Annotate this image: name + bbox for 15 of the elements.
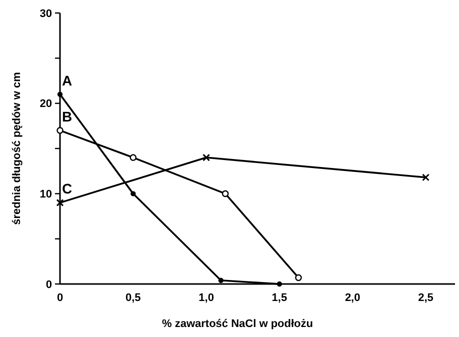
x-tick-label: 1,0: [198, 292, 214, 304]
y-tick-label: 0: [46, 278, 52, 291]
x-tick-label: 2,5: [418, 292, 434, 304]
series-label: A: [62, 72, 72, 88]
x-tick-label: 0,5: [126, 292, 141, 304]
y-tick-label: 30: [40, 8, 52, 20]
y-tick-label: 10: [40, 188, 52, 201]
y-axis-title: średnia długość pędów w cm: [11, 72, 23, 225]
x-axis-title: % zawartość NaCl w podłożu: [162, 318, 313, 330]
y-tick-label: 20: [40, 98, 52, 110]
x-tick-label: 2,0: [344, 292, 360, 304]
x-tick-label: 0: [56, 292, 64, 304]
series-label: C: [62, 180, 72, 197]
series-label: B: [62, 108, 72, 124]
x-tick-label: 1,5: [272, 292, 288, 304]
